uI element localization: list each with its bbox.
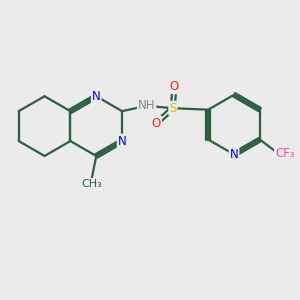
- Text: N: N: [118, 134, 127, 148]
- Text: S: S: [169, 102, 177, 115]
- Text: O: O: [152, 117, 161, 130]
- Text: O: O: [170, 80, 179, 93]
- Text: N: N: [92, 90, 100, 103]
- Text: CH₃: CH₃: [81, 179, 102, 189]
- Text: NH: NH: [138, 99, 155, 112]
- Text: N: N: [230, 148, 239, 161]
- Text: CF₃: CF₃: [275, 147, 295, 160]
